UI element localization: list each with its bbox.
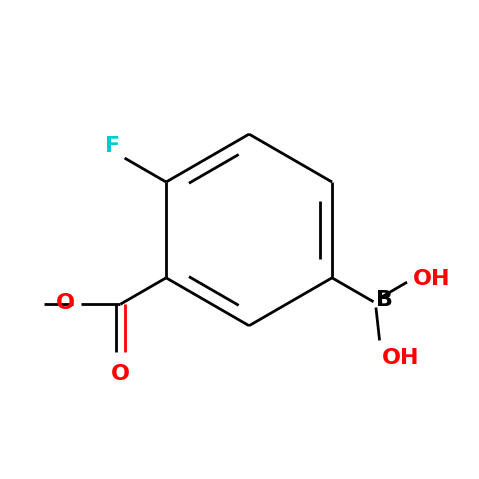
Text: OH: OH xyxy=(382,348,420,368)
Text: F: F xyxy=(105,136,120,156)
Text: B: B xyxy=(376,290,393,310)
Text: O: O xyxy=(111,364,130,384)
Text: OH: OH xyxy=(413,269,451,289)
Text: O: O xyxy=(56,293,75,313)
